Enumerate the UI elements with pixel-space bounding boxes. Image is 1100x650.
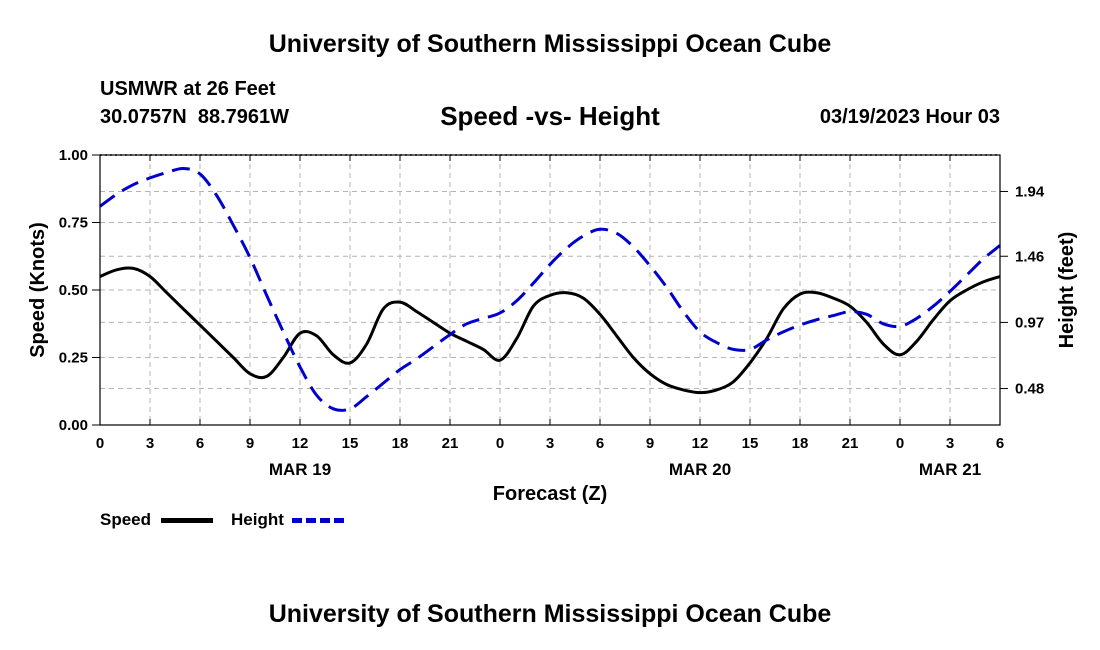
x-tick-label: 15 (342, 435, 359, 452)
station-coords: 30.0757N 88.7961W (100, 106, 290, 128)
x-tick-label: 18 (792, 435, 809, 452)
y2-tick-label: 0.97 (1015, 314, 1044, 331)
y-tick-label: 0.00 (59, 417, 88, 434)
station-name: USMWR at 26 Feet (100, 78, 276, 100)
y2-axis-label: Height (feet) (1056, 232, 1078, 349)
x-tick-label: 18 (392, 435, 409, 452)
x-tick-label: 6 (996, 435, 1004, 452)
legend-height-label: Height (231, 510, 284, 529)
x-tick-label: 12 (692, 435, 709, 452)
x-tick-label: 15 (742, 435, 759, 452)
x-tick-label: 9 (246, 435, 254, 452)
page-title: University of Southern Mississippi Ocean… (268, 30, 832, 58)
y-tick-label: 1.00 (59, 147, 88, 164)
y2-tick-label: 0.48 (1015, 381, 1044, 398)
x-date-label: MAR 19 (269, 460, 331, 479)
chart-title: Speed -vs- Height (440, 101, 660, 131)
footer-title: University of Southern Mississippi Ocean… (268, 600, 832, 628)
y2-tick-label: 1.94 (1015, 183, 1045, 200)
series-height-line (99, 166, 1001, 412)
x-tick-label: 3 (946, 435, 954, 452)
x-tick-label: 3 (546, 435, 554, 452)
y2-tick-label: 1.46 (1015, 248, 1044, 265)
x-tick-label: 0 (96, 435, 104, 452)
y-axis-label: Speed (Knots) (27, 222, 49, 358)
x-tick-label: 21 (442, 435, 459, 452)
x-tick-label: 21 (842, 435, 859, 452)
series-speed-line (99, 266, 1001, 395)
legend-speed-label: Speed (100, 510, 152, 529)
x-tick-label: 3 (146, 435, 154, 452)
x-date-label: MAR 21 (919, 460, 981, 479)
chart: 0 3 6 9 12 15 18 21 0 3 6 9 12 15 18 21 0 3 6 MAR 19 MAR 20 M… (27, 147, 1078, 505)
legend-speed-swatch (161, 518, 213, 523)
y-tick-label: 0.50 (59, 282, 88, 299)
y-tick-label: 0.25 (59, 350, 88, 367)
x-date-label: MAR 20 (669, 460, 731, 479)
x-axis-label: Forecast (Z) (493, 483, 607, 505)
x-tick-label: 0 (896, 435, 904, 452)
x-tick-label: 6 (596, 435, 604, 452)
x-tick-label: 6 (196, 435, 204, 452)
x-tick-label: 12 (292, 435, 309, 452)
legend-height-swatch (292, 518, 344, 523)
x-tick-label: 9 (646, 435, 654, 452)
x-tick-label: 0 (496, 435, 504, 452)
y-tick-label: 0.75 (59, 215, 88, 232)
forecast-datetime: 03/19/2023 Hour 03 (819, 106, 1000, 128)
